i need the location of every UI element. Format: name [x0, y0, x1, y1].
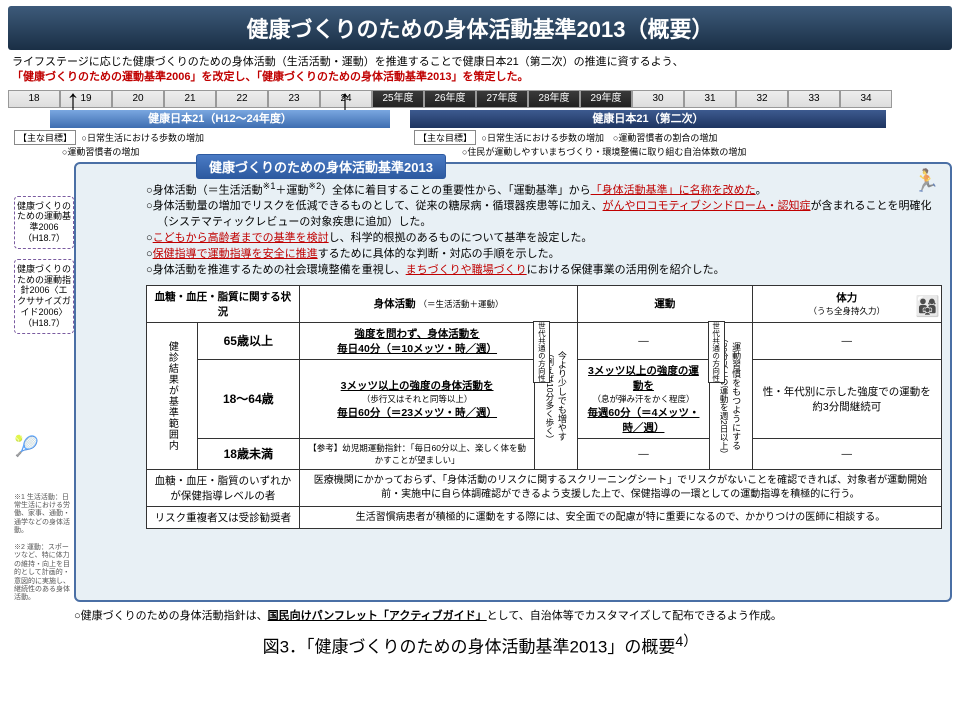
bullet-item: ○身体活動を推進するための社会環境整備を重視し、まちづくりや職場づくりにおける保… [146, 263, 942, 279]
timeline-cell: 30 [632, 90, 684, 108]
bullet-item: ○身体活動（＝生活活動※1＋運動※2）全体に着目することの重要性から、「運動基準… [146, 180, 942, 200]
intro-text: ライフステージに応じた健康づくりのための身体活動（生活活動・運動）を推進すること… [12, 55, 948, 85]
timeline-cell: 27年度 [476, 90, 528, 108]
timeline: ▮▮▮▮ ↑↑ 1819202122232425年度26年度27年度28年度29… [8, 90, 952, 158]
bar-health21-2: 健康日本21（第二次） [410, 110, 886, 128]
main-panel: 🏃 👨‍👩‍👧 🎾 健康づくりのための身体活動基準2013 健康づくりのための運… [74, 162, 952, 602]
bullet-item: ○保健指導で運動指導を安全に推進するために具体的な判断・対応の手順を示した。 [146, 247, 942, 263]
section-tag: 健康づくりのための身体活動基準2013 [196, 154, 446, 179]
timeline-cell: 23 [268, 90, 320, 108]
bullet-list: ○身体活動（＝生活活動※1＋運動※2）全体に着目することの重要性から、「運動基準… [146, 180, 942, 279]
figure-caption: 図3．「健康づくりのための身体活動基準2013」の概要4） [8, 631, 952, 658]
bullet-item: ○こどもから高齢者までの基準を検討し、科学的根拠のあるものについて基準を設定した… [146, 231, 942, 247]
timeline-cell: 18 [8, 90, 60, 108]
timeline-cell: 19 [60, 90, 112, 108]
bar-health21-1: 健康日本21（H12～24年度） [50, 110, 390, 128]
family-icon: 👨‍👩‍👧 [915, 294, 940, 319]
timeline-cell: 32 [736, 90, 788, 108]
timeline-cell: 26年度 [424, 90, 476, 108]
timeline-cell: 21 [164, 90, 216, 108]
footnotes-left: ※1 生活活動：日常生活における労働、家事、通勤・通学などの身体活動。 ※2 運… [14, 494, 74, 603]
timeline-cell: 33 [788, 90, 840, 108]
bullet-item: ○身体活動量の増加でリスクを低減できるものとして、従来の糖尿病・循環器疾患等に加… [146, 199, 942, 231]
timeline-cell: 31 [684, 90, 736, 108]
page-title: 健康づくりのための身体活動基準2013（概要） [8, 6, 952, 50]
runner-icon: 🏃 [913, 168, 940, 194]
timeline-cell: 28年度 [528, 90, 580, 108]
bottom-note: ○健康づくりのための身体活動指針は、国民向けパンフレット「アクティブガイド」とし… [74, 607, 886, 623]
timeline-cell: 20 [112, 90, 164, 108]
criteria-table: 血糖・血圧・脂質に関する状況 身体活動 （＝生活活動＋運動） 運動 体力（うち全… [146, 285, 942, 529]
tennis-icon: 🎾 [14, 434, 39, 459]
timeline-cell: 24 [320, 90, 372, 108]
sidebox-2006a: 健康づくりのための運動基準2006（H18.7） [14, 196, 74, 249]
timeline-cell: 22 [216, 90, 268, 108]
timeline-cell: 34 [840, 90, 892, 108]
timeline-cell: 29年度 [580, 90, 632, 108]
timeline-cell: 25年度 [372, 90, 424, 108]
sidebox-2006b: 健康づくりのための運動指針2006〈エクササイズガイド2006〉（H18.7） [14, 259, 74, 334]
